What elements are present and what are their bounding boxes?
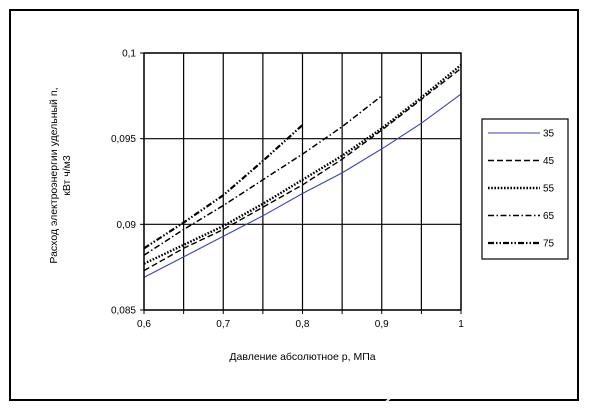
series-line-65 (143, 95, 383, 256)
legend-label-55: 55 (543, 184, 555, 195)
series-lines (143, 64, 462, 278)
axes (140, 52, 462, 314)
y-tick-label: 0,1 (122, 49, 136, 60)
series-line-55 (143, 64, 462, 265)
legend-box (481, 118, 569, 260)
x-tick-label: 1 (458, 319, 464, 330)
legend-label-45: 45 (543, 156, 555, 167)
line-chart: 0,6 0,7 0,8 0,9 1 0,085 0,09 0,095 0,1 Давление … (48, 49, 569, 363)
x-tick-label: 0,7 (216, 319, 230, 330)
legend-label-75: 75 (543, 239, 555, 250)
legend-label-65: 65 (543, 211, 555, 222)
y-axis-title-line-1: Расход электроэнергии удельный n, (48, 87, 60, 263)
y-axis-title-line-2: кВт ч/м3 (61, 155, 73, 196)
series-line-75 (143, 124, 304, 250)
series-line-45 (143, 67, 462, 272)
legend: 35 45 55 65 75 (481, 118, 569, 260)
y-tick-label: 0,085 (111, 306, 136, 317)
x-tick-label: 0,8 (296, 319, 310, 330)
x-tick-label: 0,6 (137, 319, 151, 330)
x-tick-label: 0,9 (375, 319, 389, 330)
y-tick-label: 0,095 (111, 134, 136, 145)
series-line-35 (143, 93, 462, 278)
legend-label-35: 35 (543, 129, 555, 140)
x-axis-title: Давление абсолютное р, МПа (229, 351, 375, 363)
y-tick-label: 0,09 (117, 220, 137, 231)
chart-frame: 0,6 0,7 0,8 0,9 1 0,085 0,09 0,095 0,1 Давление … (9, 9, 579, 401)
tick-labels: 0,6 0,7 0,8 0,9 1 0,085 0,09 0,095 0,1 (111, 49, 464, 331)
